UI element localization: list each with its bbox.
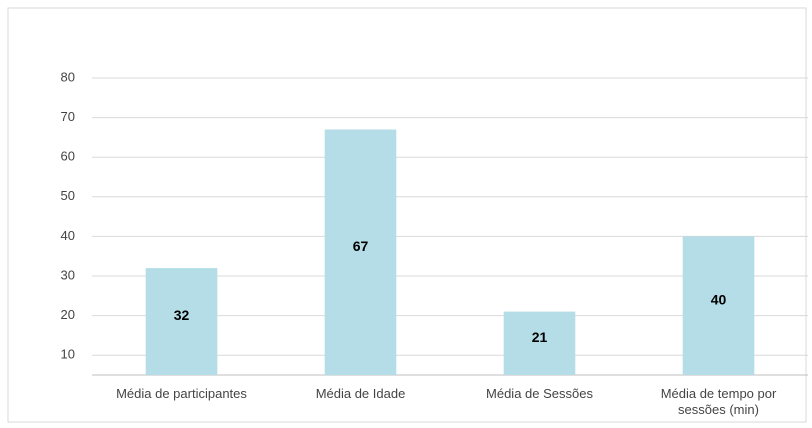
x-tick-label: Média de Idade [316, 386, 406, 401]
y-tick-label: 30 [61, 267, 75, 282]
bar [145, 268, 218, 375]
y-tick-label: 80 [61, 69, 75, 84]
y-tick-label: 40 [61, 228, 75, 243]
bar [682, 236, 755, 375]
y-tick-label: 60 [61, 149, 75, 164]
y-tick-label: 10 [61, 347, 75, 362]
bar [503, 311, 576, 375]
y-tick-label: 20 [61, 307, 75, 322]
x-tick-label: Média de Sessões [486, 386, 593, 401]
data-label: 32 [174, 307, 190, 323]
y-tick-label: 50 [61, 188, 75, 203]
data-label: 40 [711, 291, 727, 307]
chart-frame [7, 7, 807, 423]
y-tick-label: 70 [61, 109, 75, 124]
data-label: 67 [353, 238, 369, 254]
x-tick-label: Média de tempo por sessões (min) [661, 386, 777, 417]
x-tick-label: Média de participantes [116, 386, 247, 401]
bar [324, 129, 397, 375]
data-label: 21 [532, 329, 548, 345]
